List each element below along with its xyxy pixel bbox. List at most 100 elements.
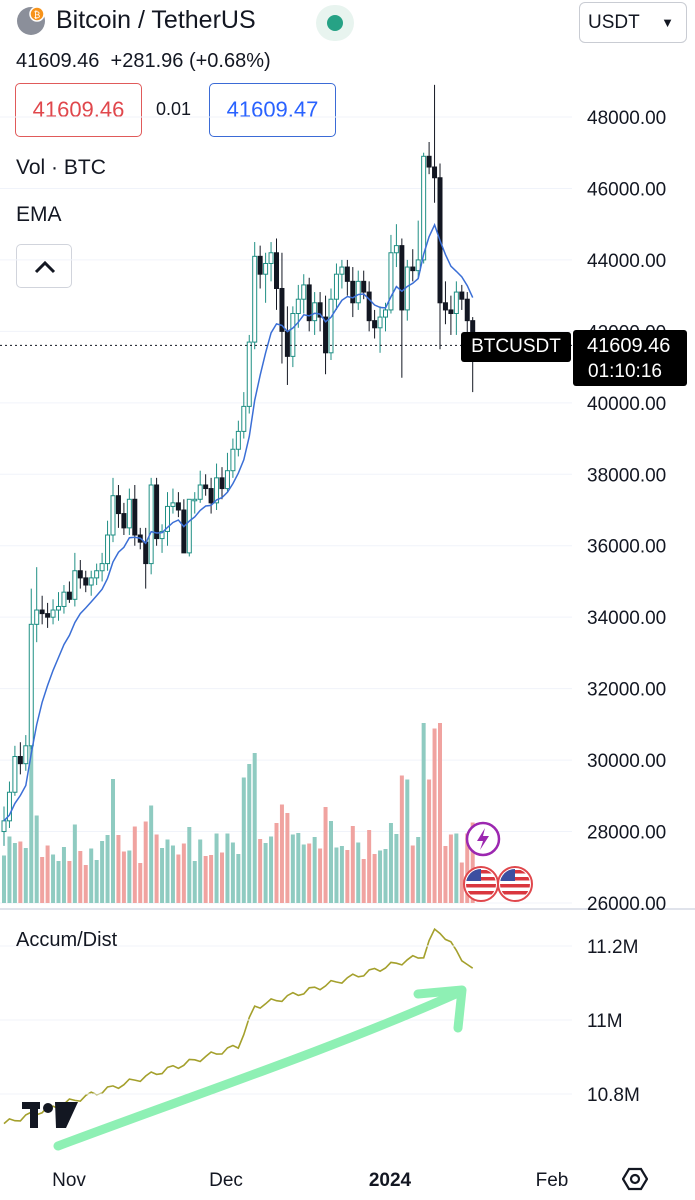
- ema-indicator-label[interactable]: EMA: [16, 203, 62, 226]
- buy-button[interactable]: 41609.47: [209, 83, 336, 137]
- chevron-down-icon: ▼: [661, 15, 674, 30]
- candle: [410, 249, 416, 282]
- us-flag-icon[interactable]: [497, 866, 533, 902]
- volume-bar: [45, 845, 50, 903]
- price-axis-tick: 38000.00: [587, 465, 666, 486]
- volume-bar: [247, 764, 252, 903]
- us-flag-icon[interactable]: [463, 866, 499, 902]
- candle: [192, 492, 198, 514]
- candle: [72, 552, 78, 607]
- candle: [126, 488, 132, 536]
- volume-bar: [307, 843, 312, 903]
- candle: [355, 270, 361, 310]
- candle: [323, 295, 329, 375]
- volume-indicator-label[interactable]: Vol · BTC: [16, 156, 106, 179]
- candle: [350, 267, 356, 318]
- volume-bar: [350, 826, 355, 903]
- volume-bar: [465, 833, 470, 903]
- volume-bar: [378, 850, 383, 903]
- candle: [154, 477, 160, 546]
- time-axis-tick: 2024: [369, 1170, 412, 1191]
- settings-icon[interactable]: [622, 1166, 648, 1192]
- currency-select[interactable]: USDT ▼: [579, 2, 687, 43]
- volume-bar: [416, 837, 421, 903]
- candle: [214, 463, 220, 510]
- volume-bar: [105, 835, 110, 903]
- candle: [366, 281, 372, 332]
- candle: [88, 570, 94, 596]
- adl-axis-tick: 10.8M: [587, 1085, 640, 1106]
- svg-text:₿: ₿: [34, 10, 41, 21]
- volume-bar: [296, 833, 301, 903]
- volume-bar: [127, 850, 132, 903]
- price-tag-value: 41609.46: [587, 335, 671, 357]
- candle: [426, 142, 432, 175]
- candle: [219, 467, 225, 500]
- currency-value: USDT: [588, 12, 640, 33]
- volume-bar: [361, 859, 366, 903]
- volume-bar: [56, 861, 61, 903]
- price-tag: 41609.46 01:10:16: [573, 330, 687, 386]
- volume-bar: [372, 854, 377, 903]
- volume-bar: [432, 728, 437, 903]
- volume-bar: [154, 834, 159, 903]
- price-change-pct: (+0.68%): [188, 50, 271, 72]
- candle: [121, 502, 127, 536]
- candle: [170, 488, 176, 514]
- candle: [453, 281, 459, 335]
- candle: [415, 220, 421, 278]
- volume-bar: [94, 860, 99, 903]
- candle: [34, 567, 40, 643]
- candle: [61, 585, 67, 614]
- volume-bar: [160, 848, 165, 903]
- candle: [252, 242, 258, 350]
- chevron-up-icon: [34, 260, 56, 274]
- candle: [268, 242, 274, 282]
- volume-bar: [318, 848, 323, 903]
- candle: [39, 595, 45, 625]
- volume-bar: [67, 861, 72, 903]
- volume-bar: [170, 845, 175, 903]
- candle: [290, 306, 296, 368]
- volume-bar: [345, 850, 350, 903]
- candle: [186, 498, 192, 557]
- candle: [317, 292, 323, 332]
- candle: [208, 477, 214, 514]
- sell-button[interactable]: 41609.46: [15, 83, 142, 137]
- candle: [246, 334, 252, 414]
- time-axis-tick: Nov: [52, 1170, 86, 1191]
- volume-bar: [209, 855, 214, 903]
- volume-bar: [421, 723, 426, 903]
- volume-bar: [258, 839, 263, 903]
- volume-bar: [274, 823, 279, 903]
- volume-bar: [269, 836, 274, 903]
- flash-icon[interactable]: [464, 820, 502, 858]
- adl-indicator-label[interactable]: Accum/Dist: [16, 929, 118, 951]
- volume-bar: [89, 848, 94, 903]
- candle: [175, 492, 181, 518]
- symbol-title[interactable]: Bitcoin / TetherUS: [56, 6, 256, 34]
- volume-bar: [383, 849, 388, 903]
- volume-bar: [279, 804, 284, 903]
- volume-bar: [230, 842, 235, 903]
- status-dot-icon[interactable]: [316, 5, 354, 41]
- volume-bar: [388, 823, 393, 903]
- volume-bar: [410, 845, 415, 903]
- volume-bar: [181, 843, 186, 903]
- candle: [437, 163, 443, 350]
- candle: [77, 560, 83, 589]
- volume-bar: [78, 851, 83, 903]
- price-axis-tick: 44000.00: [587, 251, 666, 272]
- price-axis-tick: 46000.00: [587, 179, 666, 200]
- price-axis-tick: 40000.00: [587, 394, 666, 415]
- volume-bar: [356, 842, 361, 903]
- candle: [6, 781, 12, 828]
- volume-bar: [72, 824, 77, 903]
- volume-bar: [18, 841, 23, 903]
- candle: [50, 599, 56, 625]
- volume-bar: [459, 862, 464, 903]
- volume-bar: [220, 852, 224, 903]
- collapse-indicators-button[interactable]: [16, 244, 72, 288]
- candle: [442, 281, 448, 325]
